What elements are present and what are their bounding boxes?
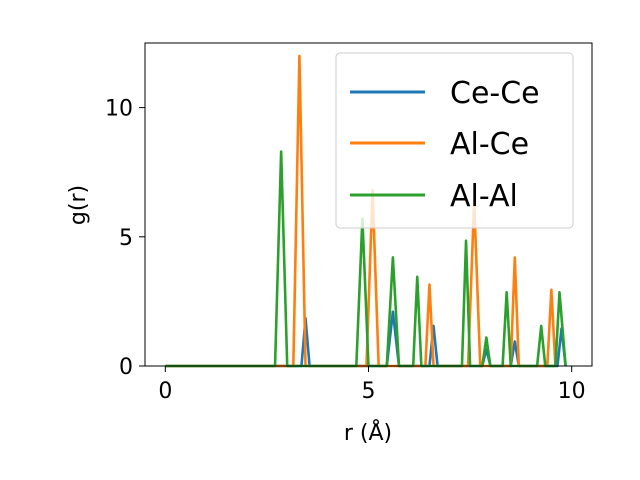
x-axis-label: r (Å) [344, 419, 392, 446]
x-tick-label: 0 [158, 379, 172, 404]
series-line-al-al [165, 150, 567, 368]
x-tick-label: 10 [558, 379, 586, 404]
x-tick-label: 5 [362, 379, 376, 404]
legend-label-al-ce: Al-Ce [450, 127, 529, 162]
y-tick-label: 10 [105, 97, 133, 122]
legend-label-ce-ce: Ce-Ce [450, 76, 540, 111]
y-tick-label: 5 [119, 226, 133, 251]
x-axis-ticks: 0 5 10 [158, 366, 586, 404]
legend: Ce-Ce Al-Ce Al-Al [335, 52, 574, 229]
legend-box [335, 52, 574, 229]
y-tick-label: 0 [119, 355, 133, 380]
y-axis-ticks: 0 5 10 [105, 97, 145, 380]
y-axis-label: g(r) [66, 185, 91, 225]
legend-label-al-al: Al-Al [450, 179, 518, 214]
